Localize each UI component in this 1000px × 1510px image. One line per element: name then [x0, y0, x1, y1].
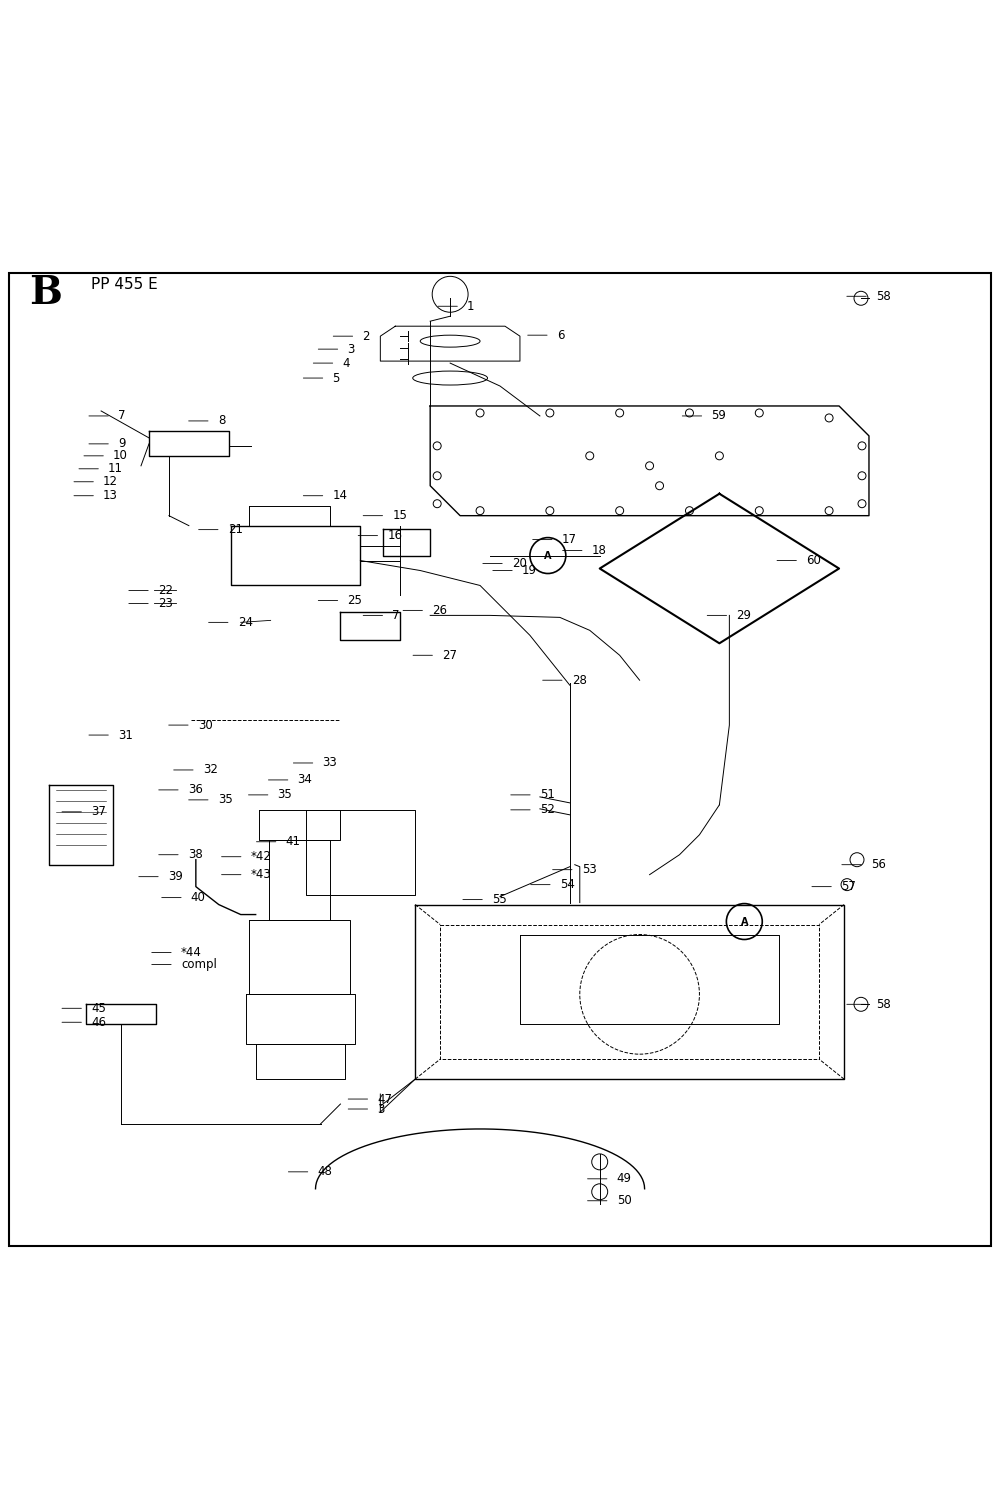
Text: 10: 10 [113, 450, 128, 462]
Text: 6: 6 [557, 329, 564, 341]
Text: B: B [29, 275, 62, 313]
Text: A: A [544, 551, 552, 560]
Text: 7: 7 [118, 409, 126, 423]
Text: 35: 35 [278, 788, 292, 802]
Text: 53: 53 [582, 864, 597, 876]
Text: 40: 40 [191, 891, 206, 904]
Text: 3: 3 [347, 343, 355, 356]
Text: 14: 14 [332, 489, 347, 503]
Text: 46: 46 [91, 1016, 106, 1028]
Text: 4: 4 [342, 356, 350, 370]
Text: 27: 27 [442, 649, 457, 661]
Text: 54: 54 [560, 879, 575, 891]
Text: 8: 8 [218, 414, 225, 427]
Text: 60: 60 [806, 554, 821, 568]
Text: 15: 15 [392, 509, 407, 522]
Text: 34: 34 [298, 773, 312, 787]
Text: *42: *42 [251, 850, 272, 864]
Text: 17: 17 [562, 533, 577, 547]
Text: 57: 57 [841, 880, 856, 892]
Text: *44: *44 [181, 945, 202, 959]
Text: 32: 32 [203, 764, 218, 776]
Text: *43: *43 [251, 868, 271, 882]
Text: 25: 25 [347, 593, 362, 607]
Text: 38: 38 [188, 849, 203, 861]
Text: 45: 45 [91, 1001, 106, 1015]
Text: PP 455 E: PP 455 E [91, 278, 158, 293]
Text: 19: 19 [522, 565, 537, 577]
Text: 3: 3 [377, 1102, 385, 1116]
Text: 58: 58 [876, 998, 891, 1010]
Text: 29: 29 [736, 609, 751, 622]
Text: 2: 2 [362, 329, 370, 343]
Text: 1: 1 [467, 300, 475, 313]
Text: 41: 41 [286, 835, 301, 849]
Text: compl: compl [181, 957, 217, 971]
Text: 21: 21 [228, 522, 243, 536]
Text: 16: 16 [387, 528, 402, 542]
Text: 52: 52 [540, 803, 555, 817]
Text: 9: 9 [118, 438, 126, 450]
Text: 59: 59 [711, 409, 726, 423]
Text: 20: 20 [512, 557, 527, 571]
Text: 55: 55 [492, 892, 507, 906]
Text: 13: 13 [103, 489, 118, 503]
Text: 56: 56 [871, 858, 886, 871]
Text: 48: 48 [318, 1166, 332, 1178]
Text: 31: 31 [118, 728, 133, 741]
Text: 49: 49 [617, 1172, 632, 1185]
Text: 28: 28 [572, 673, 587, 687]
Text: 33: 33 [322, 757, 337, 770]
Text: 36: 36 [188, 784, 203, 796]
Text: 7: 7 [392, 609, 400, 622]
Text: 50: 50 [617, 1194, 631, 1208]
Text: 47: 47 [377, 1093, 392, 1105]
Text: 35: 35 [218, 793, 233, 806]
Text: 12: 12 [103, 476, 118, 488]
Text: A: A [741, 917, 748, 927]
Text: 23: 23 [158, 596, 173, 610]
Text: 51: 51 [540, 788, 555, 802]
Text: 22: 22 [158, 584, 173, 596]
Text: 11: 11 [108, 462, 123, 476]
Text: 26: 26 [432, 604, 447, 618]
Text: 18: 18 [592, 544, 607, 557]
Text: 24: 24 [238, 616, 253, 628]
Text: 30: 30 [198, 719, 213, 731]
Text: 39: 39 [168, 870, 183, 883]
Text: 5: 5 [332, 371, 340, 385]
Text: 58: 58 [876, 290, 891, 304]
Text: 37: 37 [91, 805, 106, 818]
